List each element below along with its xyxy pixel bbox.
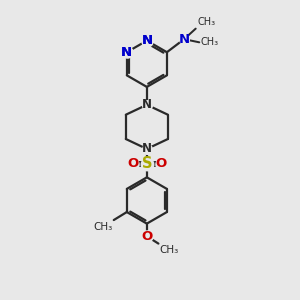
Text: CH₃: CH₃ — [201, 37, 219, 47]
Text: N: N — [142, 142, 152, 155]
Text: N: N — [141, 34, 152, 47]
Text: N: N — [121, 46, 132, 59]
Text: O: O — [141, 230, 152, 243]
Text: CH₃: CH₃ — [160, 244, 179, 255]
Text: N: N — [142, 98, 152, 111]
Text: CH₃: CH₃ — [94, 222, 113, 232]
Text: O: O — [127, 157, 138, 170]
Text: S: S — [142, 156, 152, 171]
Text: CH₃: CH₃ — [197, 17, 215, 27]
Text: N: N — [141, 34, 152, 47]
Text: N: N — [121, 46, 132, 59]
Text: O: O — [155, 157, 167, 170]
Text: N: N — [178, 33, 190, 46]
